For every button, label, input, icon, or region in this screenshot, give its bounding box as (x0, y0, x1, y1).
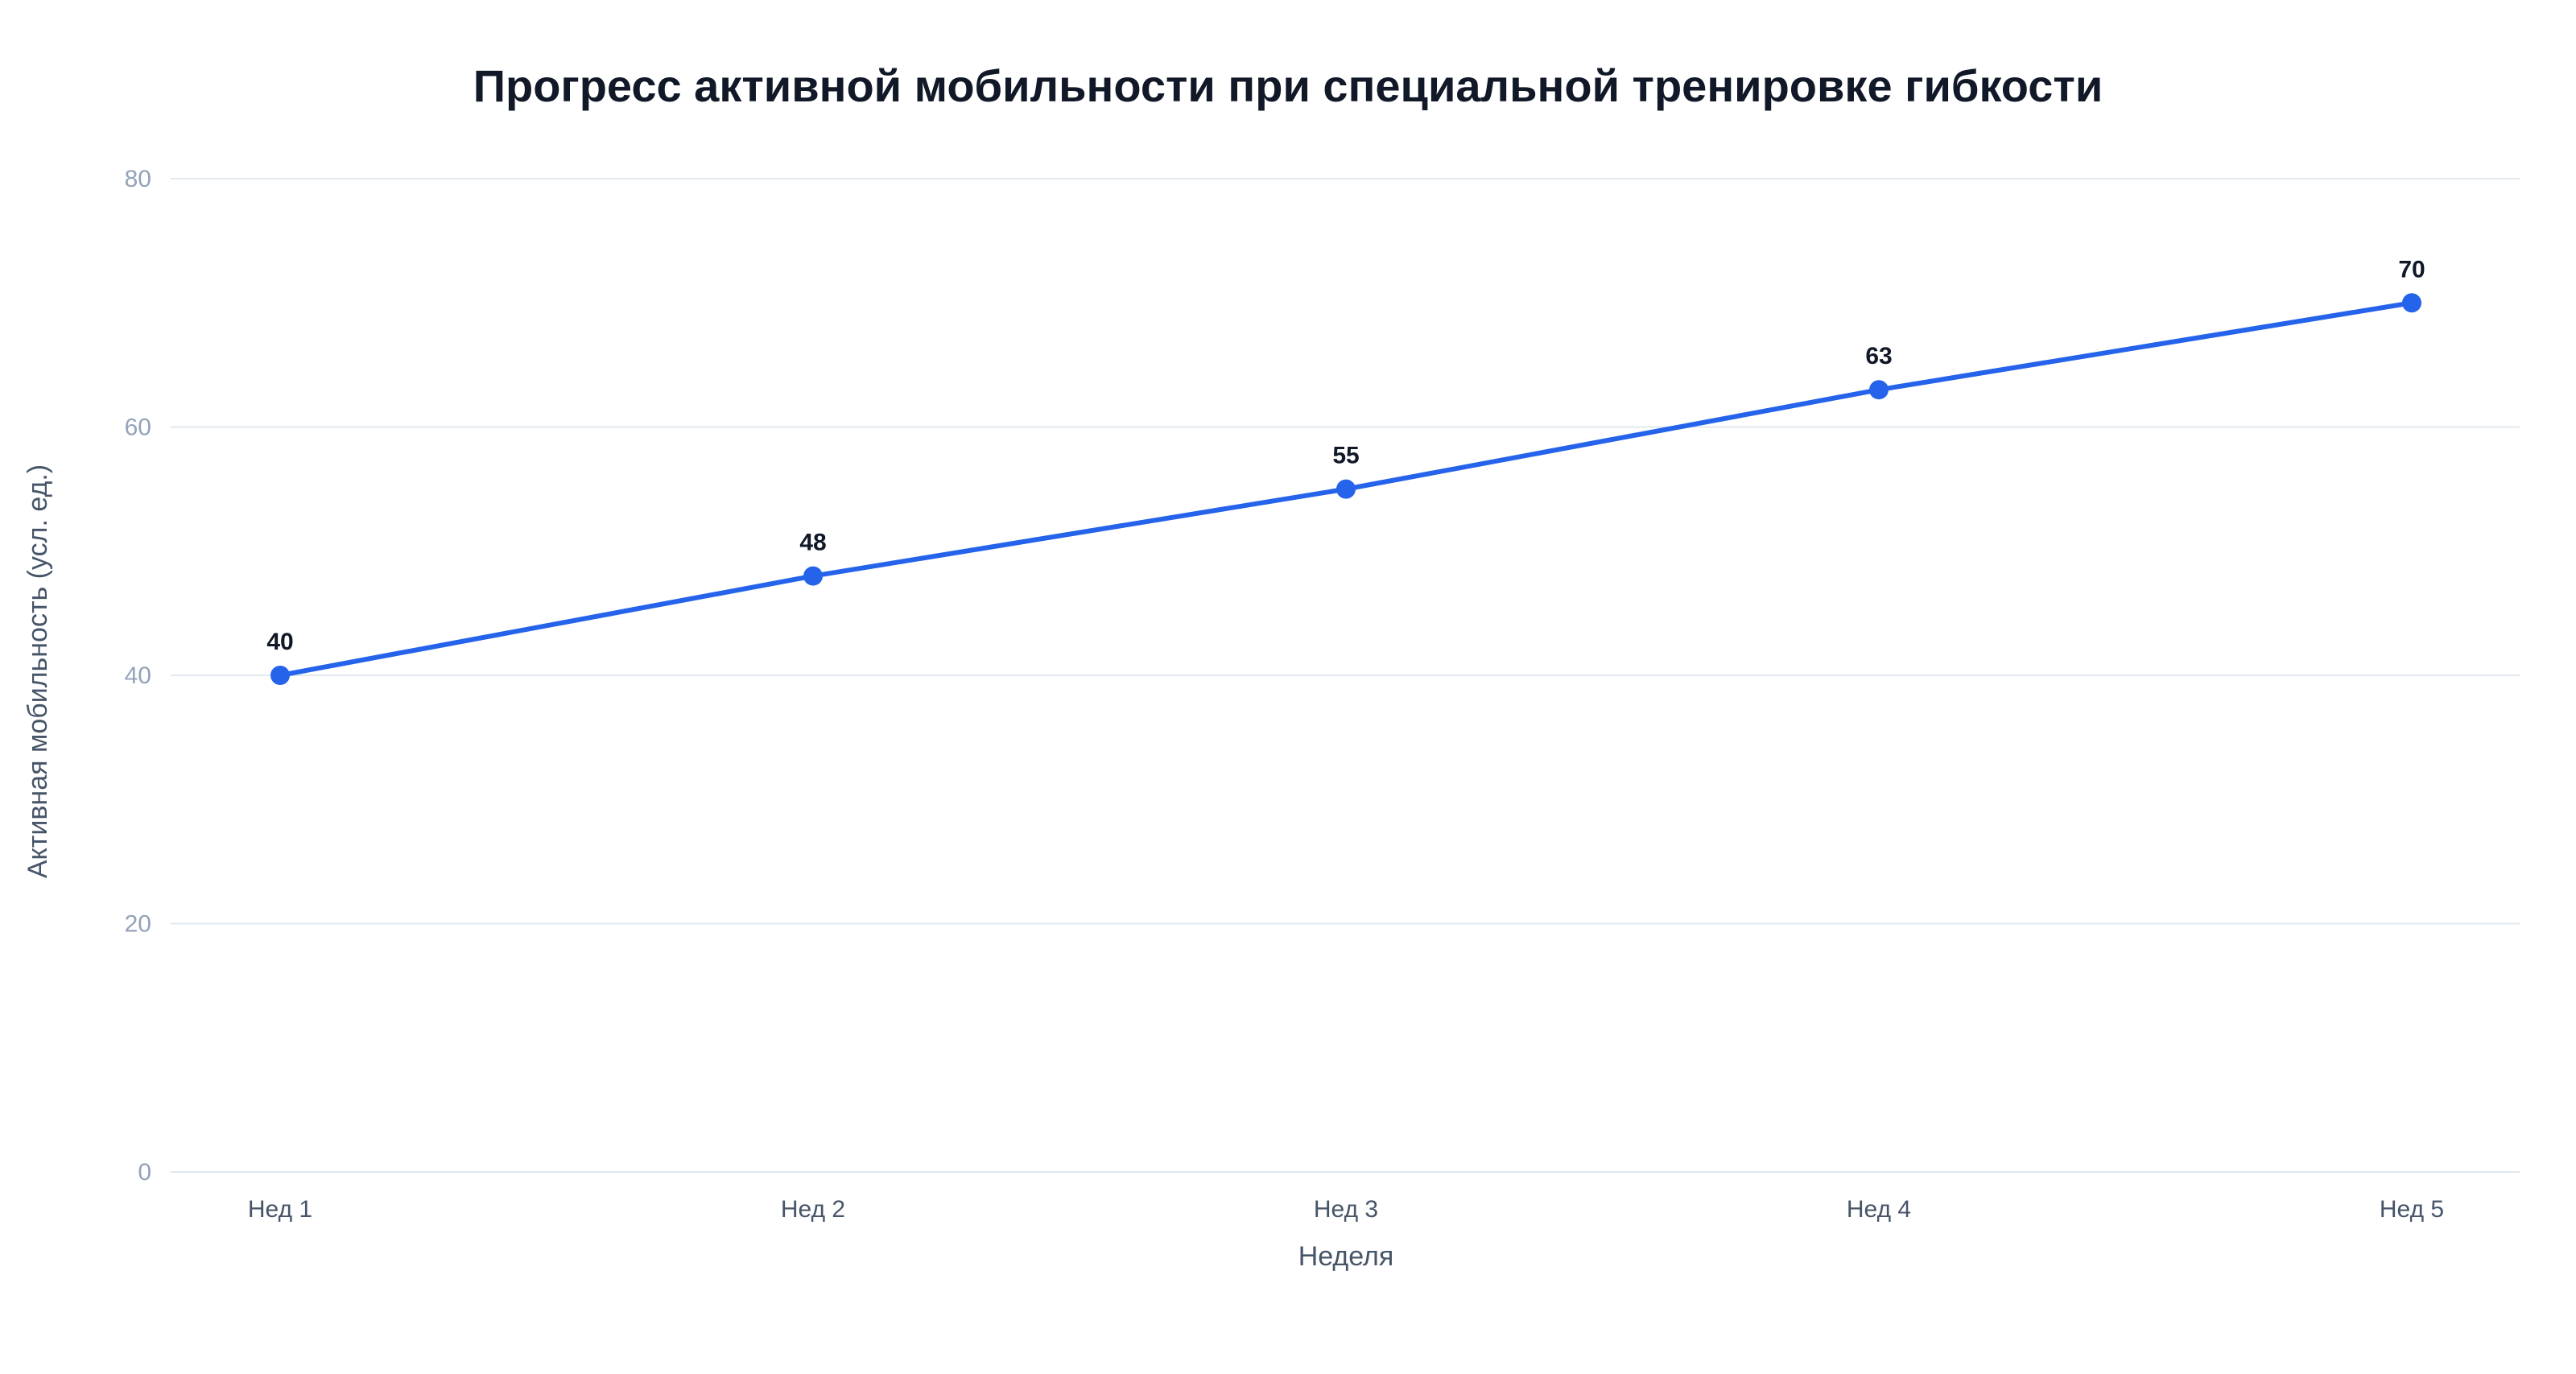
x-tick-label: Нед 1 (248, 1196, 312, 1223)
data-label: 55 (1332, 443, 1359, 469)
data-point (2402, 293, 2421, 313)
y-axis-ticks: 0 20 40 60 80 (125, 166, 151, 1186)
data-label: 70 (2398, 256, 2425, 283)
y-tick-label: 0 (138, 1159, 151, 1186)
data-label: 48 (799, 530, 826, 556)
x-tick-label: Нед 3 (1314, 1196, 1378, 1223)
series-layer (270, 293, 2421, 685)
data-labels: 40 48 55 63 70 (266, 256, 2425, 655)
data-point (803, 566, 823, 586)
x-tick-label: Нед 5 (2380, 1196, 2444, 1223)
y-tick-label: 20 (125, 911, 151, 938)
data-point (270, 666, 290, 685)
gridlines (171, 178, 2520, 1173)
x-tick-label: Нед 4 (1847, 1196, 1911, 1223)
data-point (1336, 479, 1356, 499)
data-label: 63 (1865, 343, 1892, 369)
x-axis-ticks: Нед 1 Нед 2 Нед 3 Нед 4 Нед 5 (248, 1196, 2444, 1223)
y-tick-label: 60 (125, 415, 151, 441)
data-label: 40 (266, 629, 293, 655)
chart-title: Прогресс активной мобильности при специа… (473, 60, 2103, 111)
data-point (1869, 380, 1889, 400)
y-tick-label: 80 (125, 166, 151, 192)
y-axis-title: Активная мобильность (усл. ед.) (23, 464, 53, 878)
x-tick-label: Нед 2 (781, 1196, 845, 1223)
y-tick-label: 40 (125, 662, 151, 689)
x-axis-title: Неделя (1298, 1241, 1394, 1272)
